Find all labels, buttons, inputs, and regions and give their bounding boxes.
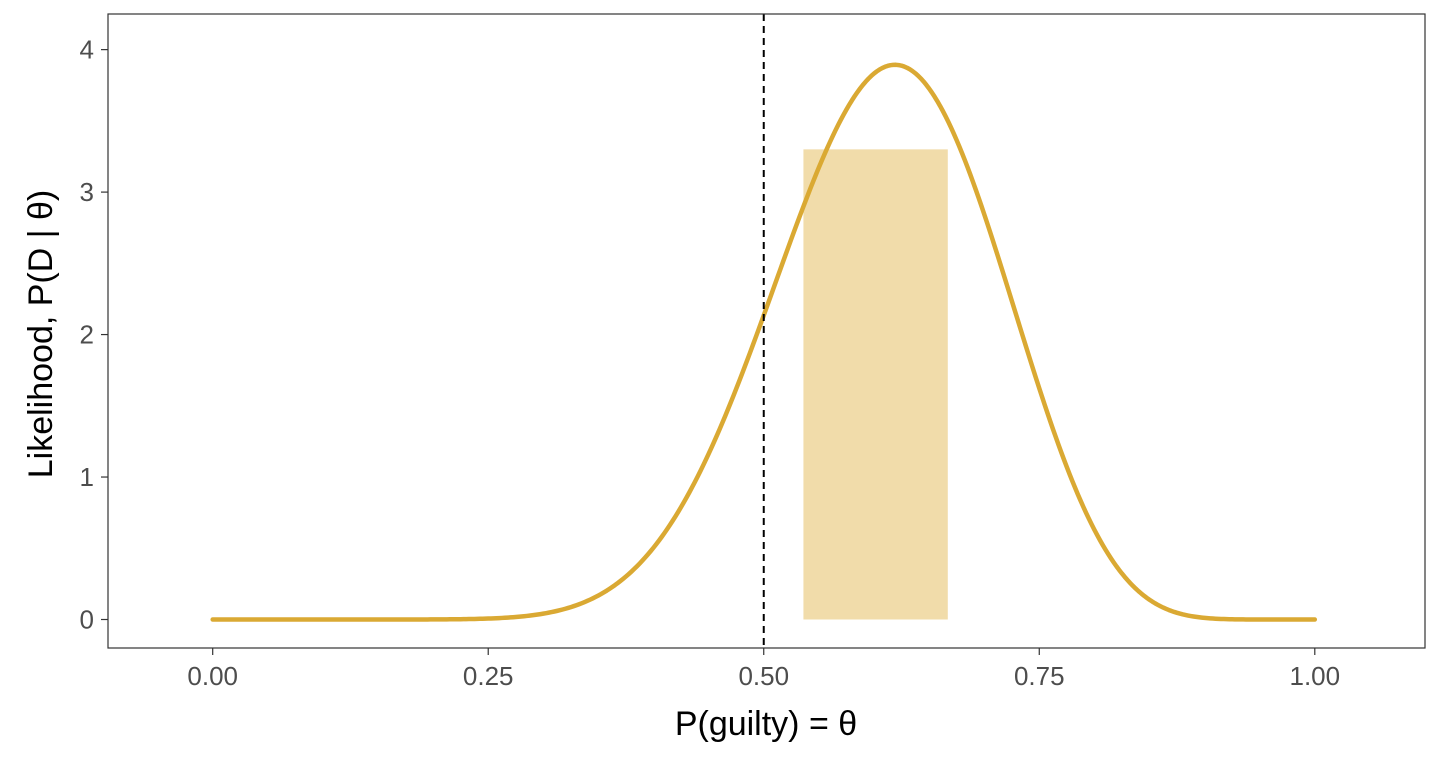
x-tick-label: 0.50 — [738, 661, 789, 691]
x-axis-title: P(guilty) = θ — [675, 705, 857, 743]
y-tick-label: 0 — [80, 605, 94, 635]
x-tick-label: 0.00 — [187, 661, 238, 691]
x-tick-label: 1.00 — [1289, 661, 1340, 691]
x-tick-label: 0.75 — [1014, 661, 1065, 691]
panel-border — [107, 13, 1426, 649]
y-tick-label: 4 — [80, 35, 94, 65]
plot-area — [210, 14, 1318, 648]
y-tick-label: 1 — [80, 462, 94, 492]
axes: 0.00 0.25 0.50 0.75 1.00 0 1 2 3 4 — [80, 13, 1426, 691]
y-axis-title: Likelihood, P(D | θ) — [22, 190, 60, 479]
y-tick-label: 2 — [80, 320, 94, 350]
x-tick-label: 0.25 — [463, 661, 514, 691]
y-tick-label: 3 — [80, 177, 94, 207]
shaded-interval — [803, 149, 948, 620]
